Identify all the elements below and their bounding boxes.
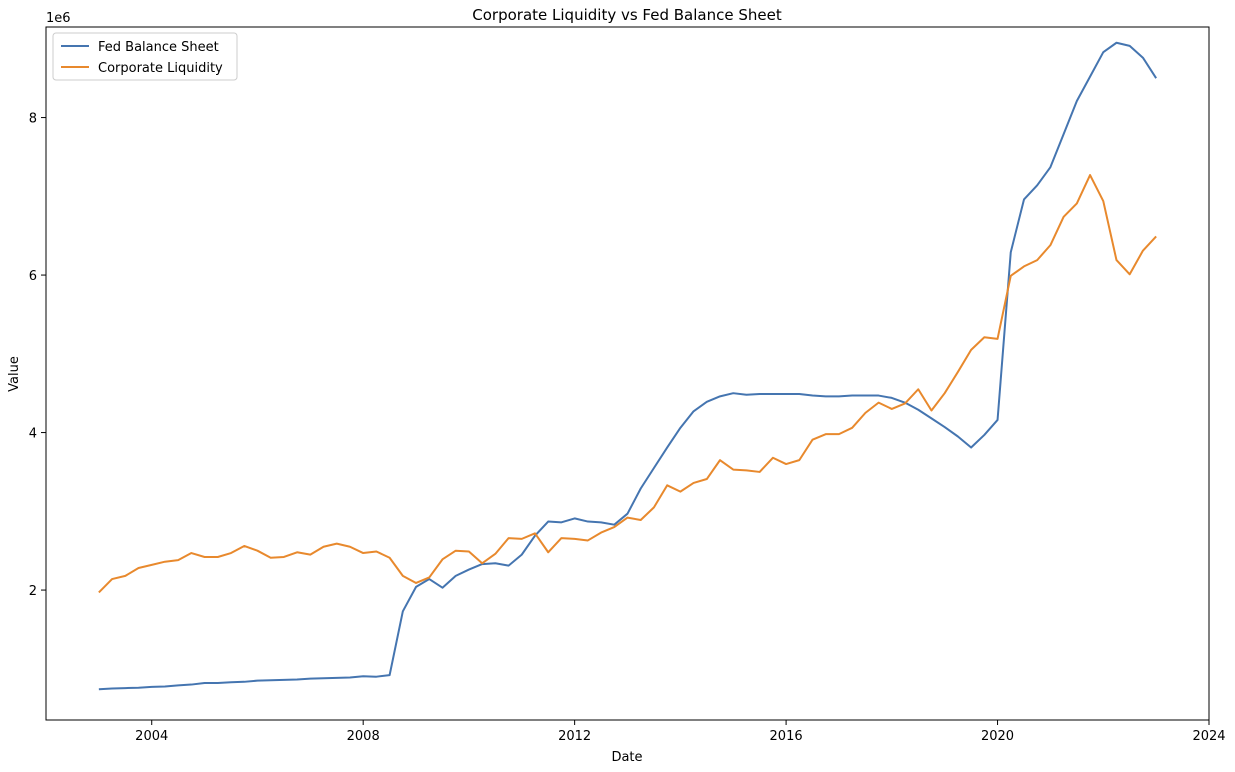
x-axis-ticks: 2004 2008 2012 2016 2020 2024 <box>135 720 1226 744</box>
x-tick-label: 2020 <box>981 729 1014 744</box>
y-tick-label: 8 <box>29 112 37 127</box>
x-tick-label: 2004 <box>135 729 168 744</box>
y-tick-label: 6 <box>29 269 37 284</box>
legend: Fed Balance Sheet Corporate Liquidity <box>52 32 238 81</box>
legend-box <box>52 32 238 81</box>
plot-frame <box>45 26 1210 721</box>
x-tick-label: 2008 <box>347 729 380 744</box>
x-axis-label: Date <box>611 750 642 765</box>
x-tick-label: 2012 <box>558 729 591 744</box>
y-axis-ticks: 2 4 6 8 <box>29 112 46 599</box>
series-line-fed-balance-sheet <box>98 41 1157 691</box>
legend-label-corporate-liquidity: Corporate Liquidity <box>98 61 223 76</box>
y-axis-label: Value <box>7 356 22 392</box>
x-tick-label: 2016 <box>770 729 803 744</box>
y-tick-label: 2 <box>29 584 37 599</box>
series-lines <box>98 41 1157 691</box>
x-tick-label: 2024 <box>1192 729 1225 744</box>
chart-title: Corporate Liquidity vs Fed Balance Sheet <box>472 6 782 24</box>
y-tick-label: 4 <box>29 427 37 442</box>
legend-label-fed-balance-sheet: Fed Balance Sheet <box>98 40 219 55</box>
series-line-corporate-liquidity <box>98 174 1157 594</box>
y-offset-label: 1e6 <box>46 11 71 26</box>
